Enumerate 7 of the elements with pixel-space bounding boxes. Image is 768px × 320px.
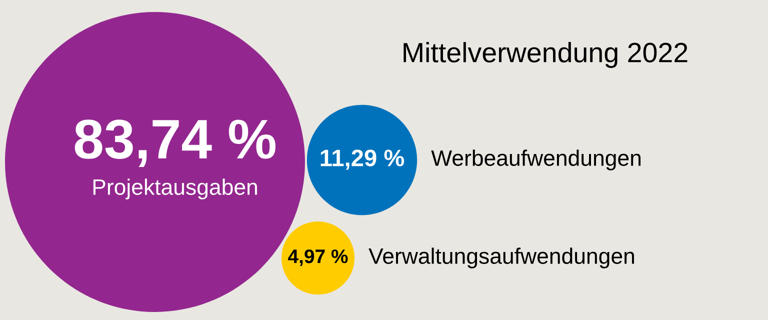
data-label: 11,29 % — [320, 150, 404, 170]
category-label: Projektausgaben — [93, 178, 257, 200]
category-label: Werbeaufwendungen — [431, 150, 641, 170]
data-label: 83,74 % — [74, 120, 276, 167]
data-label: 4,97 % — [288, 249, 348, 266]
text: Mittelverwendung 2022 — [404, 42, 688, 68]
category-label: Verwaltungsaufwendungen — [368, 248, 634, 268]
